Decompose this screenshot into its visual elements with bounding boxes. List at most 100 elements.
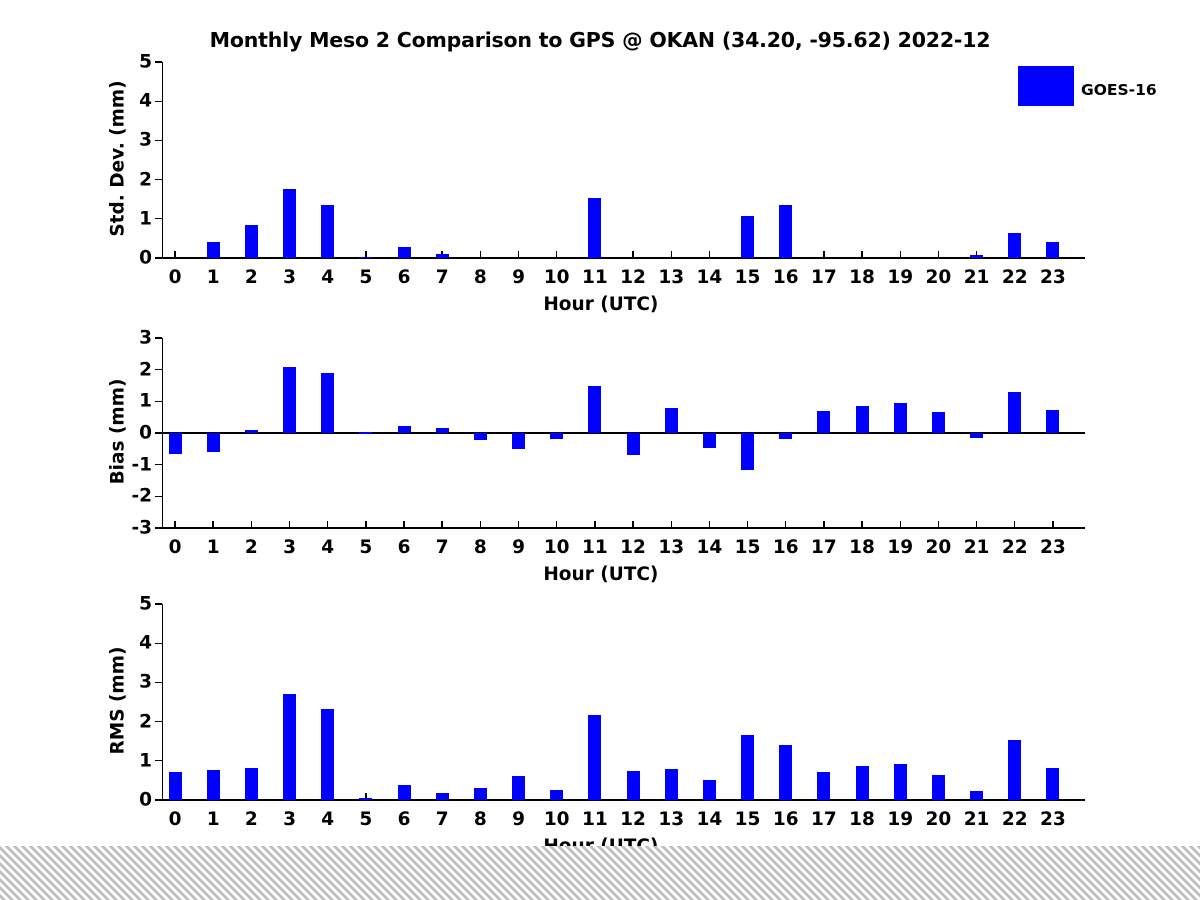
y-axis-tick <box>155 61 162 63</box>
x-axis-tick-label: 18 <box>849 809 875 830</box>
x-axis-tick-label: 17 <box>811 537 837 558</box>
y-axis-tick <box>155 100 162 102</box>
x-axis-tick-label: 3 <box>283 267 296 288</box>
x-axis-tick-label: 21 <box>963 537 990 558</box>
chart-panel-bias: -3 -2 -1 0 1 2 3 0 1 2 3 4 5 6 7 8 9 10 11 12 13 14 15 16 17 18 19… <box>108 328 1085 585</box>
y-axis-tick-label: 4 <box>139 90 152 112</box>
x-axis-tick <box>670 251 672 258</box>
x-axis-tick-label: 11 <box>581 537 608 558</box>
x-axis-tick-label: 18 <box>849 537 875 558</box>
y-axis-spine <box>162 62 164 258</box>
bar-hour-21 <box>970 433 984 439</box>
bar-hour-17 <box>817 772 831 800</box>
bar-hour-10 <box>550 433 564 440</box>
bar-hour-5 <box>359 256 373 258</box>
y-axis-tick <box>155 760 162 762</box>
x-axis-tick-label: 19 <box>887 267 914 288</box>
x-axis-tick-label: 12 <box>620 809 646 830</box>
bar-hour-22 <box>1008 391 1022 433</box>
y-axis-tick-label: 0 <box>139 422 152 444</box>
bar-hour-23 <box>1046 767 1060 800</box>
x-axis-tick <box>975 521 978 528</box>
x-axis-tick-label: 7 <box>435 267 449 288</box>
x-axis-tick-label: 5 <box>359 537 373 558</box>
x-axis-tick-label: 9 <box>512 267 525 288</box>
x-axis-tick-label: 0 <box>168 267 182 288</box>
bar-hour-14 <box>702 433 716 449</box>
bar-hour-16 <box>779 433 793 440</box>
y-axis-tick <box>155 178 162 181</box>
x-axis-tick-label: 15 <box>734 267 761 288</box>
bar-hour-4 <box>321 709 335 800</box>
bar-hour-4 <box>321 372 335 433</box>
bar-hour-21 <box>970 254 984 258</box>
x-axis-tick-label: 8 <box>473 267 487 288</box>
x-axis-tick <box>670 521 672 528</box>
x-axis-tick-label: 17 <box>811 267 837 288</box>
x-axis-tick-label: 22 <box>1001 537 1028 558</box>
y-axis-tick-label: 2 <box>139 169 152 191</box>
x-axis-tick-label: 12 <box>620 537 646 558</box>
y-axis-tick <box>155 642 162 644</box>
x-axis-tick-label: 19 <box>887 809 914 830</box>
x-axis-tick-label: 6 <box>397 809 411 830</box>
y-axis-tick-label: 3 <box>139 129 152 151</box>
x-axis-tick-label: 14 <box>696 537 723 558</box>
x-axis-spine <box>162 527 1085 529</box>
y-axis-tick <box>155 495 162 498</box>
x-axis-tick <box>746 521 749 528</box>
bar-hour-15 <box>741 215 755 258</box>
y-axis-tick-label: -3 <box>131 517 152 539</box>
dithered-grey-band <box>0 846 1200 900</box>
y-axis-tick <box>155 799 162 801</box>
x-axis-tick <box>899 521 901 528</box>
bar-hour-13 <box>664 408 678 433</box>
y-axis-tick <box>155 257 162 259</box>
x-axis-tick-label: 21 <box>963 267 990 288</box>
x-axis-tick <box>556 251 558 258</box>
bar-hour-17 <box>817 410 831 433</box>
bar-hour-4 <box>321 205 335 258</box>
x-axis-tick-label: 10 <box>543 809 570 830</box>
bar-hour-18 <box>855 766 869 800</box>
y-axis-label: RMS (mm) <box>107 646 129 755</box>
x-axis-tick-label: 3 <box>283 809 296 830</box>
x-axis-tick-label: 13 <box>658 537 685 558</box>
x-axis-tick <box>212 521 214 528</box>
x-axis-tick-label: 5 <box>359 809 373 830</box>
bar-hour-8 <box>473 433 487 440</box>
x-axis-tick <box>632 251 634 258</box>
legend-label-goes-16: GOES-16 <box>1081 81 1157 99</box>
bar-hour-7 <box>435 792 449 800</box>
x-axis-tick-label: 1 <box>206 809 220 830</box>
x-axis-tick <box>708 251 711 258</box>
bar-hour-6 <box>397 247 411 258</box>
x-axis-tick <box>899 251 901 258</box>
x-axis-tick-label: 23 <box>1040 267 1066 288</box>
bar-hour-22 <box>1008 232 1022 258</box>
y-axis-tick <box>155 337 162 339</box>
bar-hour-7 <box>435 253 449 258</box>
y-axis-tick <box>155 400 162 403</box>
bar-hour-11 <box>588 198 602 258</box>
bar-hour-23 <box>1046 410 1060 433</box>
bar-hour-19 <box>893 402 907 433</box>
x-axis-tick-label: 11 <box>581 809 608 830</box>
x-axis-tick-label: 16 <box>772 537 799 558</box>
y-axis-tick-label: 0 <box>139 789 152 811</box>
x-axis-tick-label: 2 <box>244 809 258 830</box>
x-axis-tick <box>937 251 940 258</box>
x-axis-tick-label: 3 <box>283 537 296 558</box>
y-axis-tick <box>155 603 162 605</box>
x-axis-tick <box>708 521 711 528</box>
x-axis-tick-label: 19 <box>887 537 914 558</box>
x-axis-tick <box>632 521 634 528</box>
x-axis-tick-label: 6 <box>397 537 411 558</box>
y-axis-label: Std. Dev. (mm) <box>107 80 129 237</box>
y-axis-tick <box>155 463 162 466</box>
x-axis-tick-label: 20 <box>925 537 952 558</box>
x-axis-tick-label: 13 <box>658 809 685 830</box>
y-axis-tick-label: 0 <box>139 247 152 269</box>
y-axis-tick-label: 3 <box>139 327 152 349</box>
x-axis-tick-label: 7 <box>435 809 449 830</box>
